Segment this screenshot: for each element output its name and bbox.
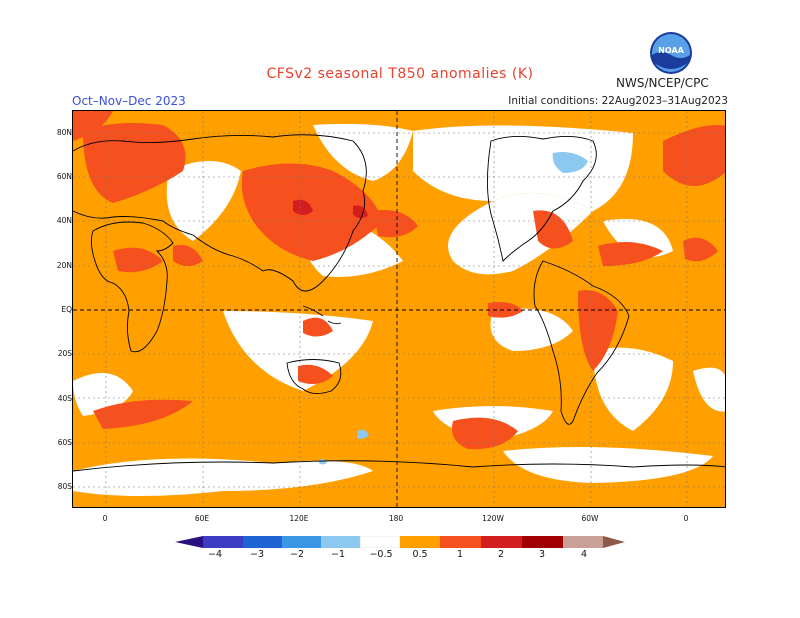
lat-label-40n: 40N xyxy=(56,216,72,225)
colorbar-tick: −0.5 xyxy=(369,549,393,560)
colorbar-tick: 0.5 xyxy=(412,549,428,560)
colorbar-arrow-high xyxy=(603,536,625,548)
lat-label-80n: 80N xyxy=(56,128,72,137)
lat-label-eq: EQ xyxy=(61,305,72,314)
colorbar xyxy=(175,536,625,548)
noaa-logo-icon: NOAA xyxy=(650,32,692,74)
colorbar-tick: 3 xyxy=(538,549,546,560)
forecast-period: Oct–Nov–Dec 2023 xyxy=(72,94,186,108)
lon-label-0: 0 xyxy=(102,514,108,523)
equator-dateline xyxy=(73,111,725,507)
agency-label: NWS/NCEP/CPC xyxy=(616,76,709,90)
lat-label-40s: 40S xyxy=(57,394,72,403)
lat-label-60n: 60N xyxy=(56,172,72,181)
colorbar-tick: 2 xyxy=(497,549,505,560)
lon-label-120e: 120E xyxy=(289,514,309,523)
map-title: CFSv2 seasonal T850 anomalies (K) xyxy=(266,66,534,82)
colorbar-tick: −3 xyxy=(249,549,265,560)
coastlines xyxy=(73,134,725,472)
colorbar-tick: −1 xyxy=(330,549,346,560)
lon-label-120w: 120W xyxy=(482,514,504,523)
lon-label-60e: 60E xyxy=(194,514,210,523)
lon-label-60w: 60W xyxy=(581,514,599,523)
lat-label-20s: 20S xyxy=(57,349,72,358)
colorbar-tick: −4 xyxy=(207,549,223,560)
colorbar-tick: 4 xyxy=(580,549,588,560)
colorbar-arrow-low xyxy=(175,536,203,548)
initial-conditions: Initial conditions: 22Aug2023–31Aug2023 xyxy=(508,95,728,107)
anomaly-blue-regions xyxy=(319,152,588,465)
lat-label-80s: 80S xyxy=(57,482,72,491)
lon-label-180: 180 xyxy=(388,514,404,523)
lon-label-0-east: 0 xyxy=(683,514,689,523)
anomaly-map xyxy=(72,110,726,508)
lat-label-60s: 60S xyxy=(57,438,72,447)
colorbar-tick: 1 xyxy=(456,549,464,560)
lat-label-20n: 20N xyxy=(56,261,72,270)
anomaly-red-regions xyxy=(73,111,725,450)
colorbar-tick: −2 xyxy=(289,549,305,560)
noaa-logo-text: NOAA xyxy=(658,46,684,55)
graticule xyxy=(73,111,725,507)
